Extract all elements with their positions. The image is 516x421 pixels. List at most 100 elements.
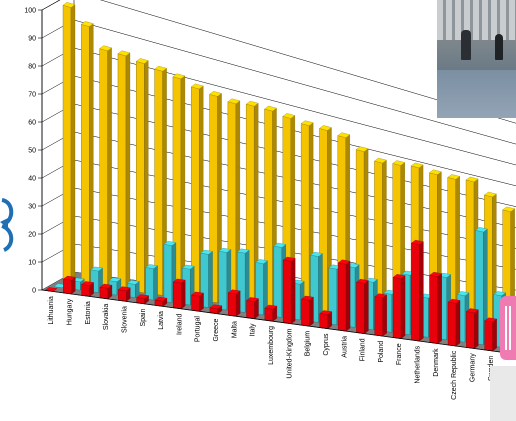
bar-top [447,298,461,304]
x-tick-label: Italy [250,323,257,336]
bar-front [81,284,90,297]
bar-top [135,58,149,64]
bar-top [282,256,296,262]
bar-top [447,174,461,180]
bar-top [172,73,186,80]
bar-front [484,320,493,352]
bar-top [227,98,241,104]
x-tick-label: Malta [231,321,238,338]
bar-side [181,279,186,310]
bar-side [291,258,296,325]
bar-top [172,278,186,284]
side-panel [490,366,516,421]
photo-ground [437,70,516,118]
bar-front [282,259,292,324]
bar-top [456,291,470,296]
bar-top [411,239,424,245]
bar-side [309,296,314,327]
bar-top [209,304,223,309]
bar-top [337,259,351,265]
bar-side [153,265,158,301]
x-tick-label: United-Kingdom [286,328,293,378]
bar-front [118,289,127,302]
x-tick-label: Poland [378,341,385,363]
bar-front [154,68,163,296]
x-tick-label: Hungary [66,298,73,325]
gridline [73,19,516,145]
y-tick-label: 10 [28,260,36,267]
y-tick-label: 40 [28,176,36,183]
x-tick-label: Luxembourg [268,326,275,365]
bar-side [144,60,149,294]
bar-top [227,289,241,295]
background-photo [437,0,516,118]
bar-top [246,297,259,302]
bar-side [89,23,94,286]
bar-top [191,291,204,297]
y-tick-label: 60 [28,120,36,127]
photo-person [495,34,503,60]
side-tab[interactable] [500,296,516,360]
bar-front [173,281,182,310]
bar-top [484,191,497,198]
bar-top [245,100,259,107]
bar-side [208,251,213,308]
bar-top [337,132,351,138]
bar-side [364,280,369,334]
bar-front [466,311,475,349]
bar-front [62,4,72,284]
bar-top [392,160,406,166]
bar-top [163,241,177,246]
bar-front [191,294,200,312]
bar-top [190,83,204,90]
x-tick-label: Estonia [85,301,92,324]
x-axis: Lithuania Hungary Estonia Slovakia Slovenia S… [41,289,501,400]
y-tick-label: 50 [28,148,36,155]
bar-top [475,227,488,233]
bar-top [429,271,443,277]
bar-top [255,259,268,264]
x-tick-label: Lithuania [48,296,55,325]
y-tick-label: 70 [28,92,36,99]
bar-top [80,21,94,27]
bar-front [246,300,255,319]
bar-side [180,75,186,299]
bar-side [474,309,479,349]
bar-front [136,61,145,294]
bar-top [300,120,314,126]
x-tick-label: Denmark [433,348,440,377]
bar-top [154,296,168,302]
x-tick-label: Czech Republic [451,350,458,400]
bar-top [154,65,167,72]
y-axis: 0 10 20 30 40 50 60 70 80 90 100 [24,8,43,295]
x-tick-label: Austria [341,336,348,358]
bars [44,2,516,352]
gridline-side [41,0,61,11]
bar-front [264,307,274,322]
x-tick-label: Finland [360,338,367,361]
bar-front [392,277,402,339]
bar-top [319,125,332,131]
x-tick-label: Slovakia [103,304,110,331]
bar-top [465,176,479,183]
bar-top [282,113,296,119]
bar-top [218,247,232,253]
bar-front [319,313,328,329]
x-tick-label: Latvia [158,311,165,330]
bar-top [493,291,507,296]
x-tick-label: Germany [470,353,477,382]
bar-top [502,206,516,212]
bar-side [492,318,497,352]
bar-front [301,298,310,327]
bar-front [99,286,109,300]
bar-top [429,169,442,175]
bar-side [107,47,112,289]
bar-front [429,274,438,344]
x-tick-label: Portugal [195,316,202,343]
bar-front [411,242,420,342]
bar-top [117,286,131,291]
bar-top [62,275,76,281]
y-tick-label: 20 [28,232,36,239]
